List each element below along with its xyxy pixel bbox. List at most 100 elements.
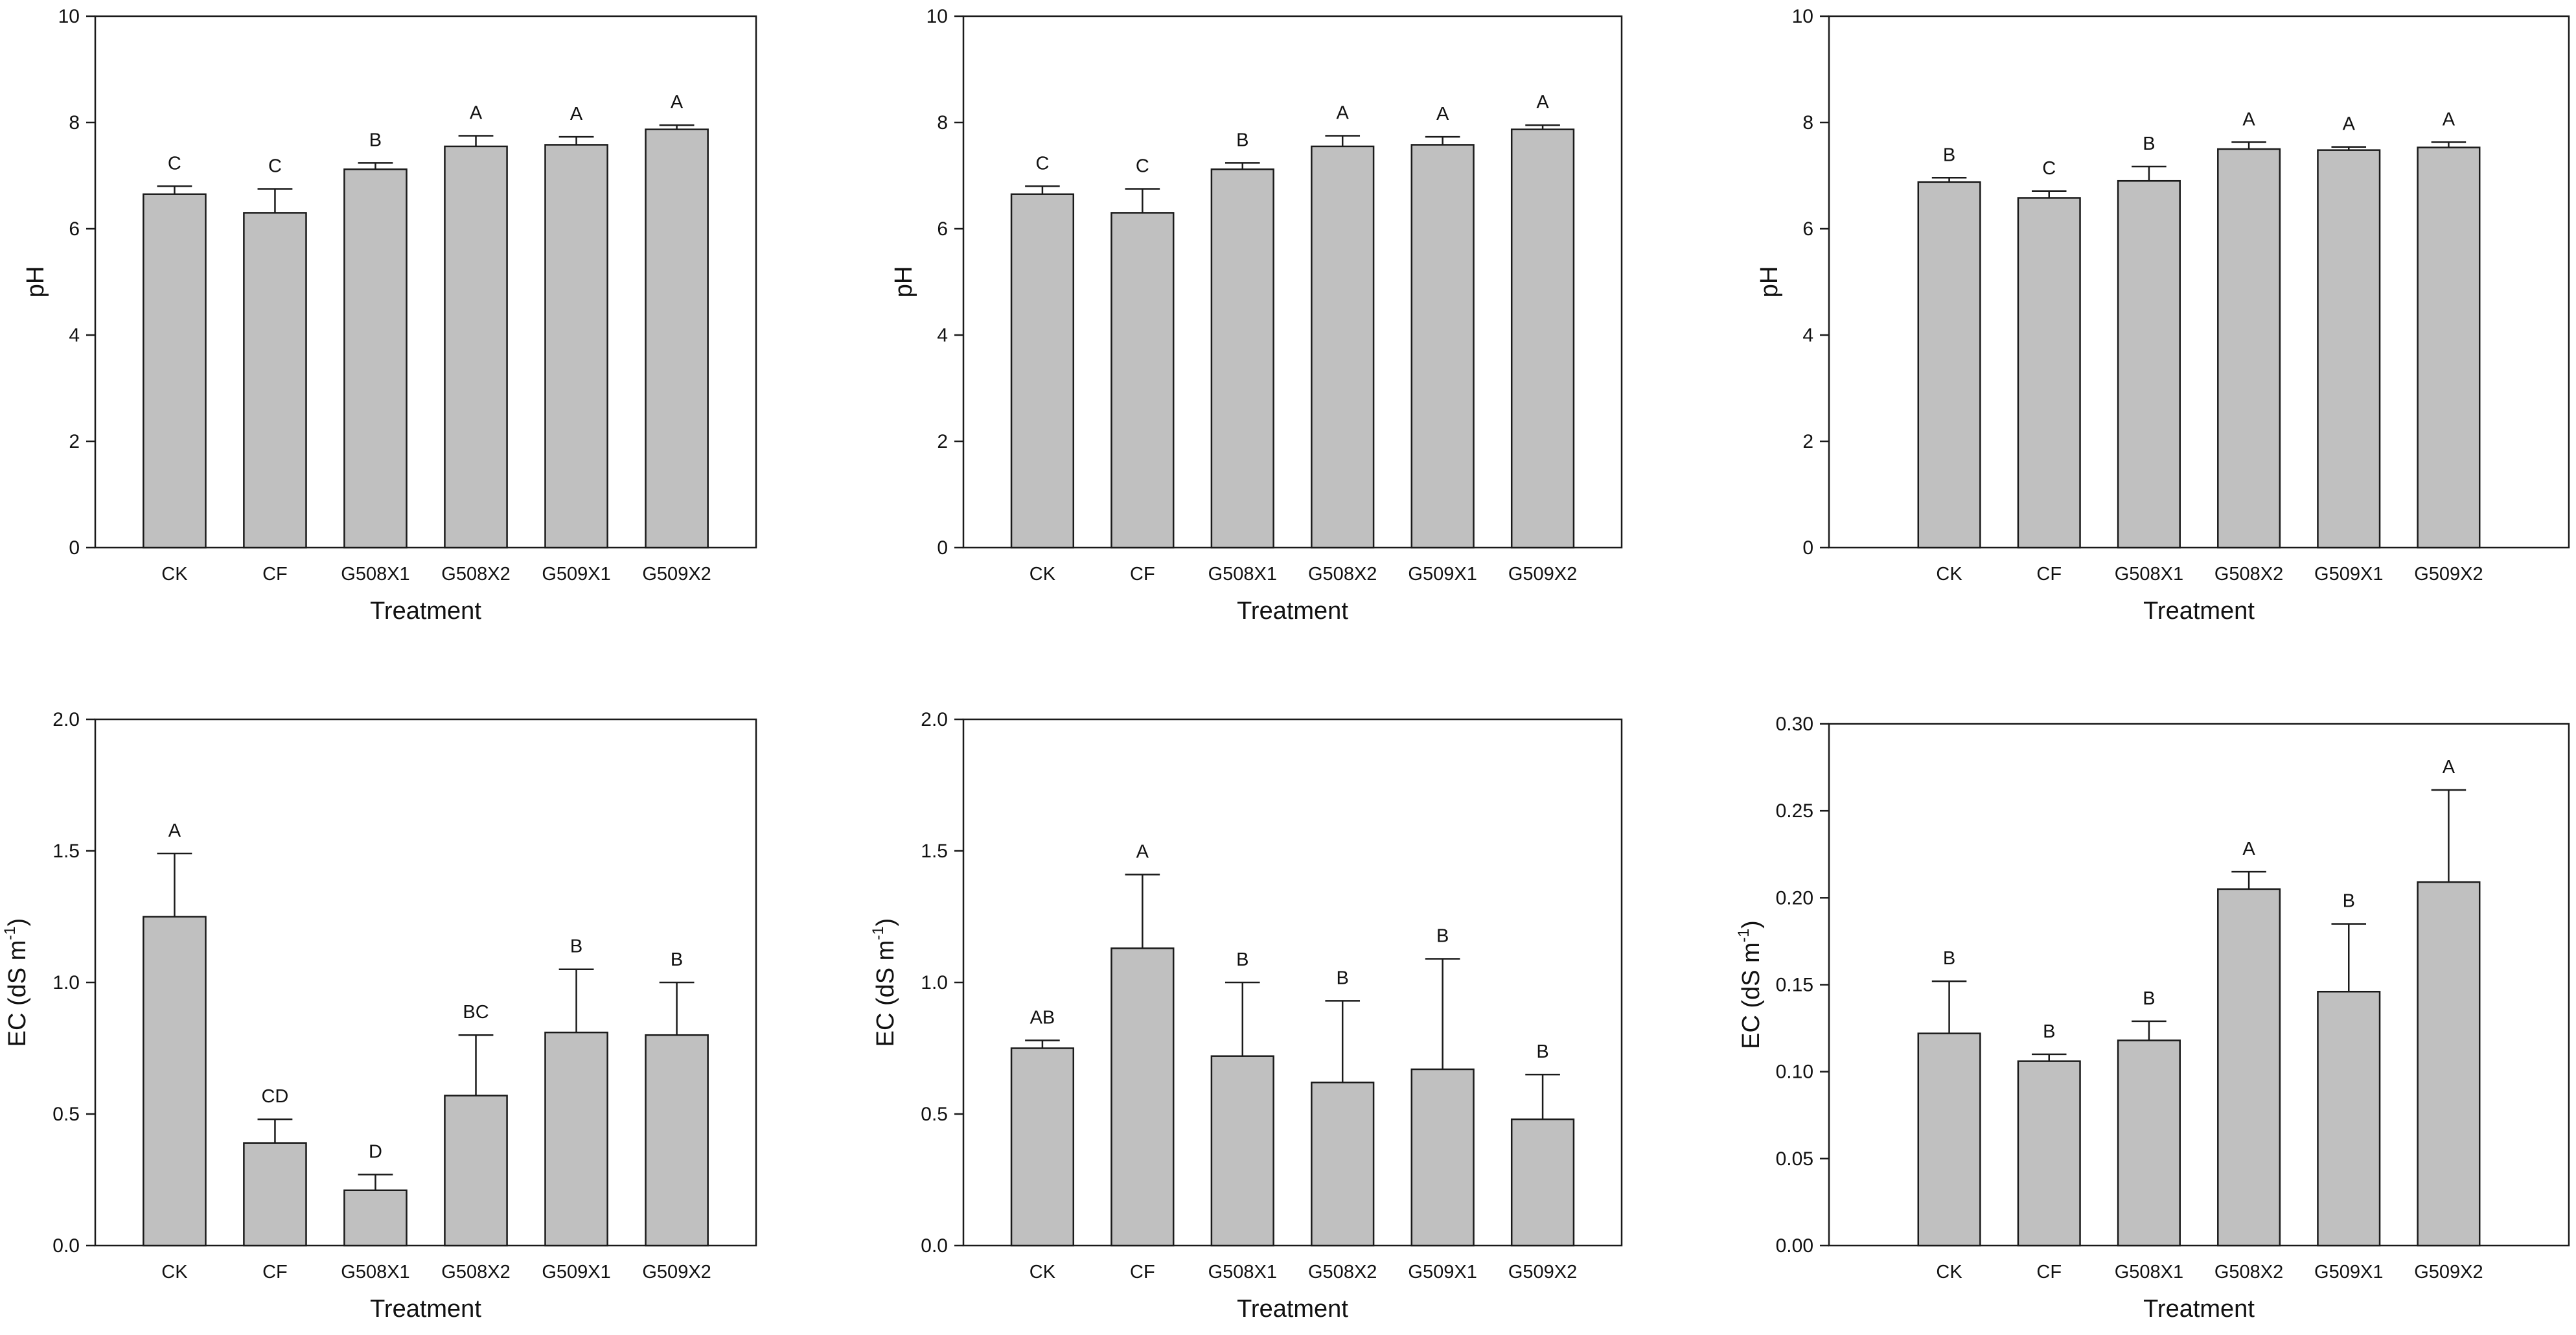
- bar-g509x2: [645, 1034, 709, 1247]
- chart-panel-6: 0.00 0.05 0.10 0.15 0.20 0.25 0.30 EC (dS m-1) B…: [1735, 714, 2570, 1323]
- bar-cf: [1110, 212, 1175, 549]
- y-tick-label: 1.5: [921, 841, 948, 862]
- significance-label: B: [1337, 968, 1349, 988]
- bar-cf: [1110, 947, 1175, 1247]
- x-axis-title: Treatment: [370, 1295, 481, 1323]
- x-tick-label: CK: [1936, 1262, 1962, 1283]
- bar-g508x1: [343, 168, 408, 549]
- significance-label: C: [168, 153, 181, 174]
- x-axis-title: Treatment: [1237, 598, 1348, 625]
- y-tick-label: 1.0: [921, 972, 948, 993]
- y-tick-label: 0.30: [1776, 714, 1813, 735]
- y-tick-label: 4: [937, 325, 948, 346]
- y-tick-label: 10: [926, 6, 948, 27]
- bar-g509x2: [2417, 146, 2481, 549]
- y-tick-label: 2: [69, 431, 80, 452]
- significance-label: C: [268, 156, 282, 177]
- x-tick-label: CK: [1029, 564, 1056, 585]
- y-tick-label: 2.0: [52, 709, 80, 730]
- y-tick-label: 0.20: [1776, 887, 1813, 909]
- x-tick-label: G509X2: [2414, 564, 2483, 585]
- x-tick-label: G508X2: [441, 1262, 510, 1283]
- y-axis-title-close: ): [1738, 920, 1765, 929]
- x-tick-label: G509X2: [2414, 1262, 2483, 1283]
- y-tick-label: 0.25: [1776, 800, 1813, 822]
- y-tick-label: 0: [1802, 537, 1813, 559]
- bar-g509x1: [544, 144, 608, 549]
- x-axis-title: Treatment: [2143, 1295, 2255, 1323]
- bar-g509x2: [1510, 128, 1575, 549]
- x-tick-label: G509X1: [542, 1262, 610, 1283]
- x-tick-label: G508X1: [1208, 1262, 1277, 1283]
- bar-g509x2: [2417, 881, 2481, 1247]
- plot-frame: [962, 15, 1623, 549]
- x-tick-label: CF: [1130, 1262, 1155, 1283]
- significance-label: A: [570, 104, 583, 124]
- plot-frame: [94, 15, 757, 549]
- significance-label: A: [1136, 842, 1149, 863]
- x-tick-label: G509X2: [642, 1262, 711, 1283]
- x-tick-label: CF: [262, 564, 288, 585]
- bar-g508x1: [1210, 1055, 1274, 1247]
- x-axis-title: Treatment: [1237, 1295, 1348, 1323]
- y-tick-label: 6: [1802, 218, 1813, 240]
- bar-cf: [2017, 1060, 2081, 1247]
- significance-label: B: [2143, 988, 2155, 1009]
- x-tick-label: CF: [262, 1262, 288, 1283]
- x-tick-label: G509X1: [2314, 1262, 2383, 1283]
- significance-label: A: [2443, 109, 2455, 130]
- y-tick-label: 8: [937, 112, 948, 134]
- significance-label: B: [369, 130, 382, 150]
- bar-g509x1: [2317, 149, 2381, 549]
- y-axis-title-superscript: -1: [1, 926, 19, 940]
- significance-label: A: [2242, 109, 2255, 130]
- chart-panel-3: 0 2 4 6 8 10 pH B CK C CF B G508X1 A G508X2 A G509X1 A G50…: [1756, 6, 2570, 625]
- y-tick-label: 0: [937, 537, 948, 559]
- significance-label: B: [671, 949, 683, 970]
- significance-label: B: [570, 936, 582, 957]
- bar-g509x1: [1410, 144, 1475, 549]
- y-axis-title-superscript: -1: [869, 926, 887, 940]
- x-tick-label: G508X1: [1208, 564, 1277, 585]
- x-tick-label: G509X1: [2314, 564, 2383, 585]
- chart-panel-1: 0 2 4 6 8 10 pH C CK C CF B G508X1 A G508X2 A G509X1 A G50…: [22, 6, 757, 625]
- x-axis-title: Treatment: [370, 598, 481, 625]
- y-tick-label: 2.0: [921, 709, 948, 730]
- bar-ck: [143, 193, 207, 549]
- y-tick-label: 6: [69, 218, 80, 240]
- significance-label: B: [2343, 891, 2355, 912]
- bar-cf: [2017, 197, 2081, 549]
- significance-label: A: [168, 820, 181, 841]
- x-tick-label: G509X2: [1508, 1262, 1577, 1283]
- x-tick-label: CF: [1130, 564, 1155, 585]
- y-tick-label: 0.0: [52, 1235, 80, 1257]
- y-tick-label: 2: [937, 431, 948, 452]
- y-tick-label: 0: [69, 537, 80, 559]
- y-tick-label: 0.15: [1776, 975, 1813, 996]
- x-tick-label: G508X2: [2214, 564, 2283, 585]
- x-tick-label: G509X1: [1408, 564, 1477, 585]
- chart-panel-4: 0.0 0.5 1.0 1.5 2.0 EC (dS m-1) A CK CD CF D G508X1…: [1, 709, 757, 1323]
- bar-ck: [143, 916, 207, 1247]
- x-tick-label: G508X2: [441, 564, 510, 585]
- x-tick-label: CK: [1029, 1262, 1056, 1283]
- x-tick-label: CF: [2036, 564, 2062, 585]
- bar-g508x2: [1311, 145, 1375, 549]
- x-tick-label: G509X1: [542, 564, 610, 585]
- plot-frame: [1828, 15, 2570, 549]
- bar-g509x1: [2317, 990, 2381, 1247]
- bar-g508x1: [1210, 168, 1274, 549]
- bar-ck: [1917, 181, 1981, 549]
- significance-label: BC: [463, 1002, 489, 1023]
- significance-label: B: [2043, 1021, 2055, 1042]
- significance-label: AB: [1030, 1007, 1055, 1028]
- bar-g508x1: [2117, 1039, 2181, 1247]
- y-axis-title: pH: [1756, 266, 1783, 298]
- x-tick-label: G508X1: [2115, 1262, 2183, 1283]
- bar-g509x2: [645, 128, 709, 549]
- x-tick-label: CK: [161, 1262, 188, 1283]
- y-tick-label: 0.0: [921, 1235, 948, 1257]
- bar-ck: [1010, 193, 1075, 549]
- x-tick-label: G508X1: [2115, 564, 2183, 585]
